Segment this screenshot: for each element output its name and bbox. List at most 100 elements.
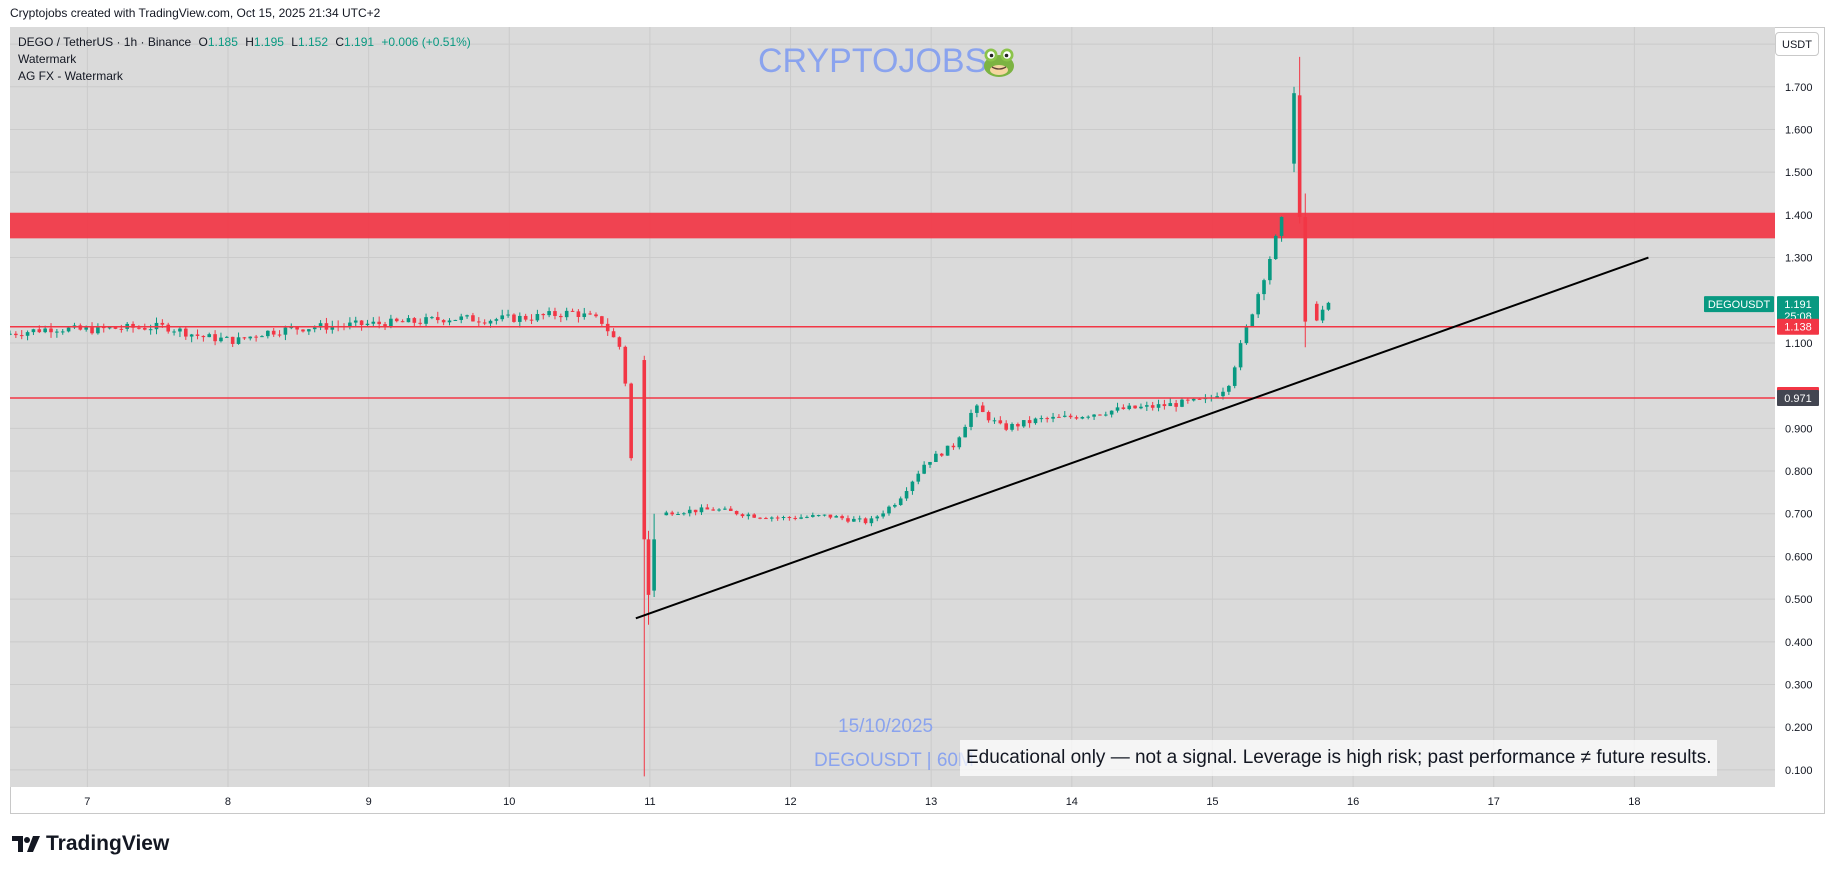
candle: [705, 504, 710, 510]
indicator-ag-fx-watermark[interactable]: AG FX - Watermark: [18, 69, 123, 83]
indicator-watermark[interactable]: Watermark: [18, 52, 77, 66]
candle: [295, 326, 299, 335]
candle: [752, 513, 757, 519]
x-tick-label: 13: [925, 796, 937, 808]
candle: [96, 323, 100, 335]
candle: [758, 517, 762, 520]
ascending-trendline[interactable]: [635, 256, 1649, 620]
candle: [811, 512, 815, 518]
y-tick-label: 0.400: [1785, 637, 1813, 649]
candle: [178, 327, 182, 338]
candle: [564, 307, 569, 321]
candle: [1039, 415, 1044, 423]
candle: [576, 309, 581, 323]
y-tick-label: 1.100: [1785, 338, 1813, 350]
candle: [769, 516, 774, 522]
x-tick-label: 16: [1347, 796, 1359, 808]
x-tick-label: 9: [366, 796, 372, 808]
candle: [893, 503, 897, 509]
x-tick-label: 18: [1628, 796, 1640, 808]
candle: [840, 514, 844, 521]
candle: [764, 516, 768, 520]
candle: [1162, 399, 1167, 410]
chart-legend: DEGO / TetherUS · 1h · Binance O1.185 H1…: [18, 34, 471, 85]
candle: [723, 506, 727, 510]
candle: [740, 513, 745, 518]
candle: [945, 445, 950, 456]
candle: [207, 332, 212, 338]
candle: [1191, 398, 1196, 402]
candle: [248, 336, 253, 341]
currency-button[interactable]: USDT: [1775, 32, 1819, 56]
candle: [664, 510, 669, 516]
close-value: 1.191: [344, 35, 375, 49]
candle: [1127, 403, 1132, 411]
candle: [963, 424, 967, 438]
candle: [318, 320, 323, 331]
tradingview-logo-icon: [12, 836, 40, 852]
candle: [476, 317, 481, 328]
high-value: 1.195: [253, 35, 284, 49]
candle: [301, 329, 305, 333]
candle: [1074, 415, 1079, 420]
candle: [1256, 292, 1260, 319]
candle: [553, 307, 557, 320]
open-value: 1.185: [207, 35, 238, 49]
candle: [412, 317, 417, 327]
candle: [646, 530, 651, 625]
candle: [1156, 399, 1161, 412]
candle: [523, 313, 528, 322]
candle: [201, 335, 206, 342]
x-tick-label: 12: [784, 796, 796, 808]
candle: [424, 313, 428, 327]
time-axis[interactable]: 7 8 9 10 11 12 13 14 15 16 17 18: [84, 796, 1640, 808]
plot-background: [10, 27, 1775, 787]
candle: [986, 410, 991, 423]
candle: [307, 328, 311, 335]
candle: [928, 461, 932, 468]
candle: [881, 510, 885, 519]
open-label: O: [198, 35, 208, 49]
candle: [1292, 86, 1296, 173]
y-tick-label: 0.100: [1785, 765, 1813, 777]
candle: [1238, 340, 1243, 371]
watermark-date: 15/10/2025: [838, 716, 934, 737]
candle: [1115, 402, 1120, 413]
candle: [734, 510, 739, 516]
candle: [623, 345, 628, 387]
x-tick-label: 17: [1488, 796, 1500, 808]
candle: [482, 319, 487, 326]
x-tick-label: 11: [644, 796, 655, 808]
candle: [1016, 422, 1020, 431]
candle: [863, 517, 868, 525]
candle: [588, 310, 592, 315]
candle: [260, 335, 264, 338]
candle: [846, 515, 850, 524]
candle: [459, 313, 464, 324]
candle: [1174, 399, 1178, 412]
tradingview-logo[interactable]: TradingView: [12, 832, 169, 856]
svg-text:1.138: 1.138: [1784, 322, 1812, 334]
candle: [805, 515, 809, 519]
candle: [435, 311, 440, 324]
price-label-symbol: DEGOUSDT: [1704, 296, 1774, 313]
candle: [875, 515, 880, 522]
candle: [787, 516, 792, 521]
candle: [629, 382, 633, 461]
candle: [887, 505, 891, 516]
candle: [219, 332, 223, 343]
candle: [869, 515, 874, 527]
candle: [1244, 324, 1249, 345]
price-chart[interactable]: 0.100 0.200 0.300 0.400 0.500 0.600 0.700 0.800…: [10, 27, 1825, 814]
candle: [541, 313, 546, 320]
candle: [1121, 404, 1126, 410]
candle: [266, 330, 270, 339]
tradingview-logo-text: TradingView: [46, 832, 170, 855]
candle: [1010, 422, 1014, 432]
candle: [230, 336, 235, 347]
candle: [951, 443, 956, 450]
candle: [418, 318, 422, 326]
price-axis[interactable]: 0.100 0.200 0.300 0.400 0.500 0.600 0.700 0.800…: [1785, 39, 1813, 777]
candle: [1068, 413, 1073, 419]
candle: [512, 313, 516, 323]
